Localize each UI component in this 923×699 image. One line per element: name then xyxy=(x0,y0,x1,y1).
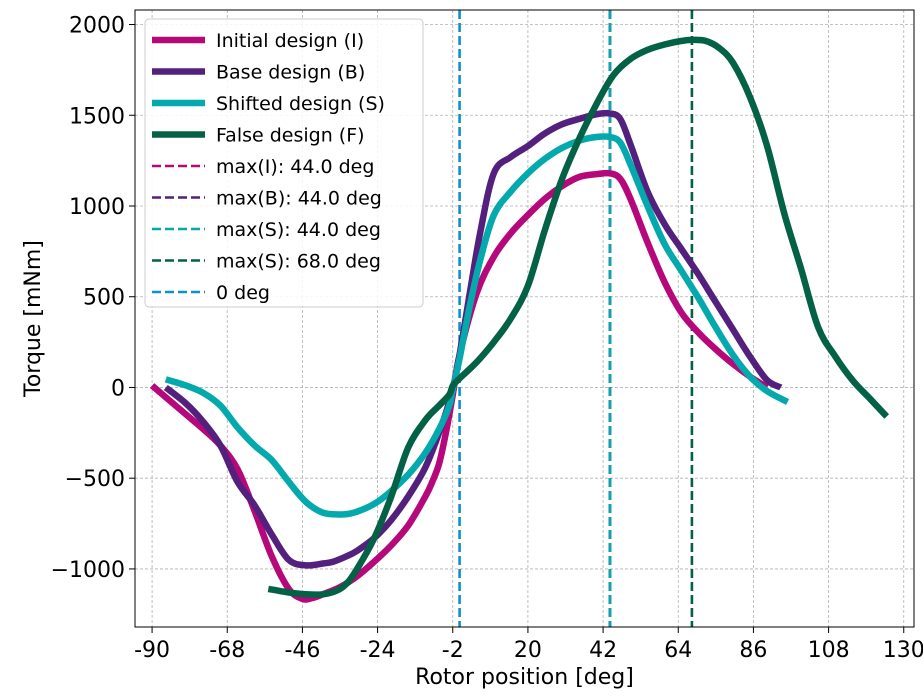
x-axis-label: Rotor position [deg] xyxy=(415,665,634,690)
legend-entry-label: 0 deg xyxy=(216,282,270,304)
y-tick-label: 2000 xyxy=(69,14,125,39)
x-tick-label: -90 xyxy=(134,638,170,663)
legend-entry-label: max(S): 68.0 deg xyxy=(216,251,381,273)
x-tick-label: 20 xyxy=(514,638,542,663)
legend-box xyxy=(144,18,424,308)
plot-frame xyxy=(134,9,915,628)
x-tick-label: 130 xyxy=(883,638,923,663)
series-lines xyxy=(149,36,890,603)
vertical-markers xyxy=(458,10,694,627)
x-tick-label: -2 xyxy=(442,638,464,663)
x-tick-label: 42 xyxy=(589,638,617,663)
y-tick-label: −500 xyxy=(65,467,125,492)
y-tick-label: 1500 xyxy=(69,104,125,129)
legend-entry-label: Shifted design (S) xyxy=(216,93,385,115)
y-tick-label: 500 xyxy=(83,286,125,311)
y-tick-label: 1000 xyxy=(69,195,125,220)
y-tick-label: −1000 xyxy=(51,558,125,583)
legend-entry-label: False design (F) xyxy=(216,125,365,147)
x-tick-label: -46 xyxy=(284,638,320,663)
legend-entry-label: Base design (B) xyxy=(216,62,365,84)
legend-entry-label: max(B): 44.0 deg xyxy=(216,188,382,210)
y-tick-label: 0 xyxy=(111,376,125,401)
legend-entry-label: max(I): 44.0 deg xyxy=(216,156,374,178)
x-tick-label: 86 xyxy=(739,638,767,663)
axis-ticks: -90 -68 -46 -24 -2 20 42 64 86 108 130 −1000 −500 0 50… xyxy=(51,14,923,663)
y-axis-label: Torque [mNm] xyxy=(21,240,46,398)
x-tick-label: -68 xyxy=(209,638,245,663)
x-tick-label: -24 xyxy=(360,638,396,663)
legend: Initial design (I) Base design (B) Shifted… xyxy=(144,18,424,308)
x-tick-label: 64 xyxy=(664,638,692,663)
series-line xyxy=(164,133,790,518)
legend-entry-label: max(S): 44.0 deg xyxy=(216,219,381,241)
legend-entry-label: Initial design (I) xyxy=(216,30,364,52)
x-tick-label: 108 xyxy=(808,638,850,663)
series-line xyxy=(267,36,890,598)
